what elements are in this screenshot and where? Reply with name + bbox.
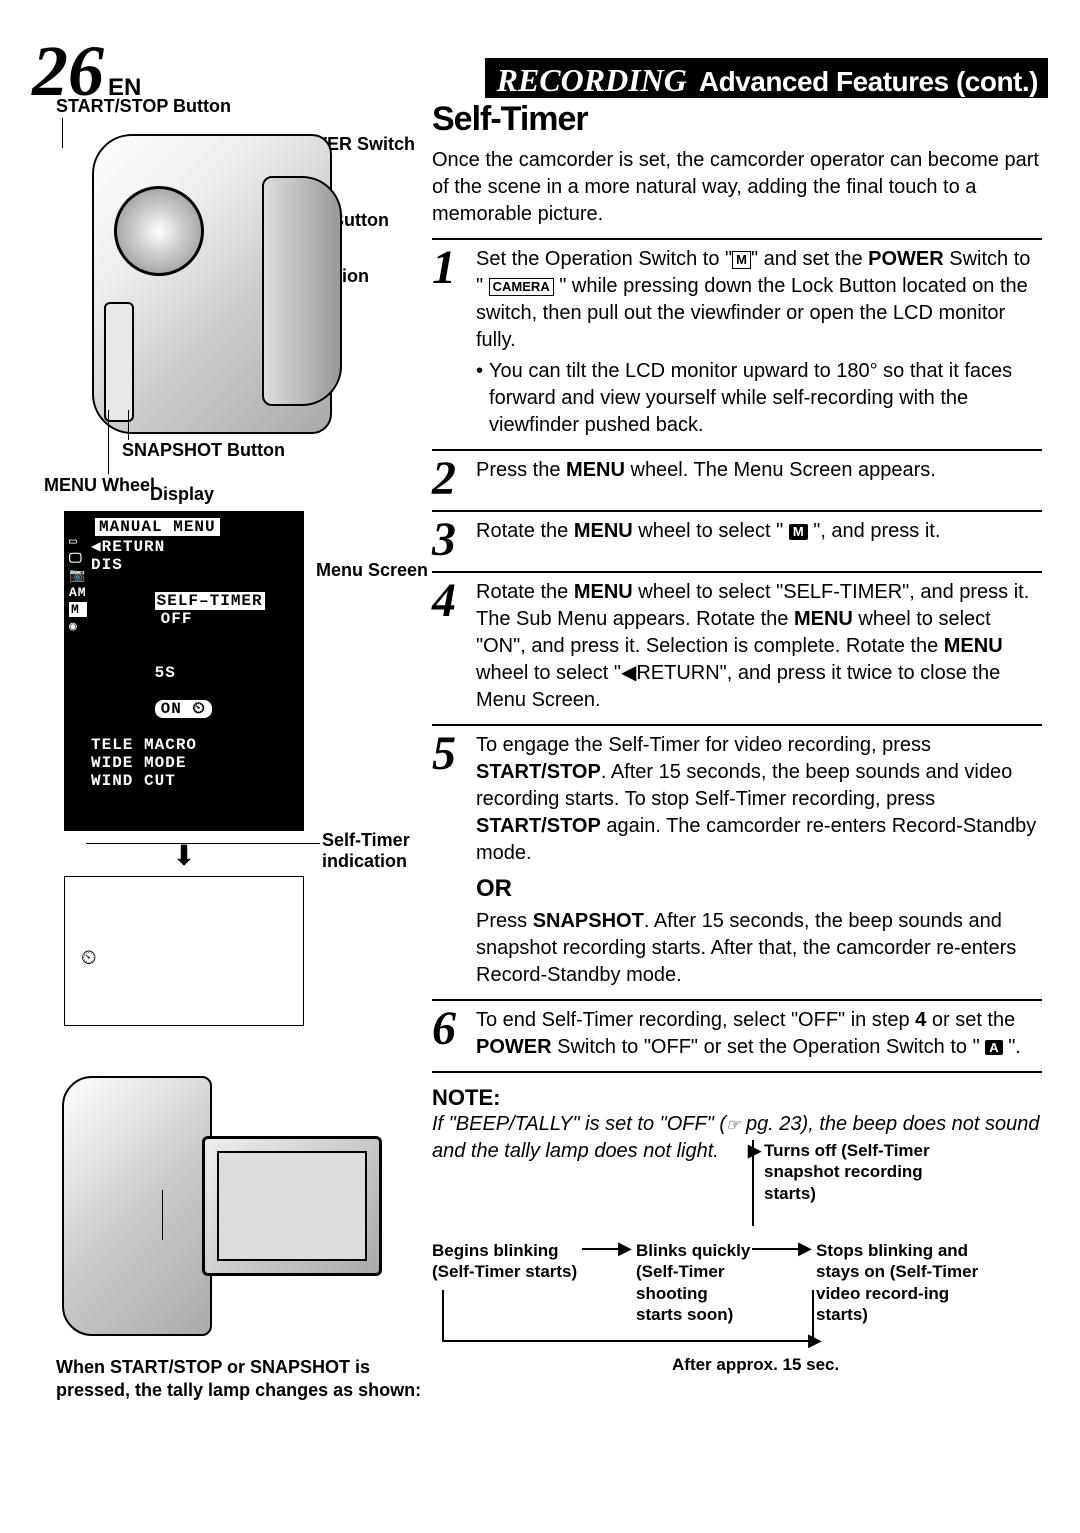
step6-c: or set the — [926, 1009, 1015, 1031]
camera-icon: CAMERA — [489, 278, 554, 296]
note-a: If "BEEP/TALLY" is set to "OFF" ( — [432, 1113, 726, 1135]
step6-d: POWER — [476, 1036, 552, 1058]
or-label: OR — [476, 873, 1042, 905]
menu-screen-label: Menu Screen — [316, 560, 428, 581]
menu-row-5s: 5S — [155, 664, 176, 682]
step-6-number: 6 — [432, 1007, 466, 1061]
step4-f: MENU — [944, 635, 1003, 657]
menu-row-dis: DIS — [71, 556, 297, 574]
bullet-dot: • — [476, 358, 483, 439]
menu-row-wind: WIND CUT — [71, 772, 297, 790]
step5-d: START/STOP — [476, 815, 601, 837]
label-menu-wheel: MENU Wheel — [44, 475, 155, 496]
step5or-a: Press — [476, 910, 533, 932]
intro-text: Once the camcorder is set, the camcorder… — [432, 147, 1042, 228]
page-header: 26EN RECORDING Advanced Features (cont.) — [32, 30, 1048, 94]
left-column: START/STOP Button POWER Switch Lock Butt… — [32, 100, 432, 1403]
step4-d: MENU — [794, 608, 853, 630]
section-title: Self-Timer — [432, 100, 1042, 139]
step6-a: To end Self-Timer recording, select "OFF… — [476, 1009, 915, 1031]
step2-c: wheel. The Menu Screen appears. — [625, 459, 936, 481]
menu-row-wide: WIDE MODE — [71, 754, 297, 772]
menu-m-icon: M — [789, 524, 808, 540]
tl-after: After approx. 15 sec. — [672, 1354, 839, 1375]
right-column: Self-Timer Once the camcorder is set, th… — [432, 100, 1042, 1165]
step-2-number: 2 — [432, 457, 466, 500]
tally-caption: When START/STOP or SNAPSHOT is pressed, … — [56, 1356, 432, 1403]
tl-begins: Begins blinking (Self-Timer starts) — [432, 1240, 582, 1283]
step-5: 5 To engage the Self-Timer for video rec… — [432, 732, 1042, 988]
tl-turns-off: ▶ Turns off (Self-Timer snapshot recordi… — [764, 1140, 934, 1204]
step1-bullet: You can tilt the LCD monitor upward to 1… — [489, 358, 1042, 439]
label-start-stop: START/STOP Button — [56, 96, 231, 117]
step-3-number: 3 — [432, 518, 466, 561]
step-1-number: 1 — [432, 246, 466, 439]
camera-diagram — [92, 134, 332, 434]
a-icon: A — [985, 1040, 1002, 1056]
note-label: NOTE: — [432, 1085, 1042, 1111]
m-icon: M — [732, 251, 751, 269]
step5-b: START/STOP — [476, 761, 601, 783]
label-snapshot: SNAPSHOT Button — [122, 440, 285, 461]
step2-a: Press the — [476, 459, 566, 481]
tl-stops: Stops blinking and stays on (Self-Timer … — [816, 1240, 986, 1325]
step1-a: Set the Operation Switch to " — [476, 248, 732, 270]
step1-e: " while pressing down the Lock Button lo… — [476, 275, 1028, 351]
step-5-number: 5 — [432, 732, 466, 988]
step4-g: wheel to select "◀RETURN", and press it … — [476, 662, 1000, 711]
tl-blinks: Blinks quickly (Self-Timer shooting star… — [636, 1240, 756, 1325]
menu-row-return: ◀RETURN — [71, 536, 297, 556]
step3-b: MENU — [574, 520, 633, 542]
step1-c: POWER — [868, 248, 944, 270]
hand-icon: ☞ — [726, 1117, 740, 1134]
menu-selftimer-off: OFF — [161, 610, 193, 628]
step2-b: MENU — [566, 459, 625, 481]
step-6: 6 To end Self-Timer recording, select "O… — [432, 1007, 1042, 1061]
blank-screen: ⏲ — [64, 876, 304, 1026]
step1-b: " and set the — [751, 248, 868, 270]
step5or-b: SNAPSHOT — [533, 910, 644, 932]
step-4-number: 4 — [432, 579, 466, 714]
note-text: If "BEEP/TALLY" is set to "OFF" (☞ pg. 2… — [432, 1111, 1042, 1165]
header-section-rest: Advanced Features (cont.) — [699, 66, 1038, 98]
step3-a: Rotate the — [476, 520, 574, 542]
step3-d: ", and press it. — [808, 520, 941, 542]
step5-a: To engage the Self-Timer for video recor… — [476, 734, 931, 756]
menu-side-icons: ▭🖵📷AMM◉ — [69, 534, 87, 634]
step-3: 3 Rotate the MENU wheel to select " M ",… — [432, 518, 1042, 561]
step-4: 4 Rotate the MENU wheel to select "SELF-… — [432, 579, 1042, 714]
step-1: 1 Set the Operation Switch to "M" and se… — [432, 246, 1042, 439]
step-2: 2 Press the MENU wheel. The Menu Screen … — [432, 457, 1042, 500]
menu-row-tele: TELE MACRO — [71, 736, 297, 754]
menu-row-selftimer: SELF–TIMER — [155, 592, 265, 610]
step6-b: 4 — [915, 1009, 926, 1031]
step6-e: Switch to "OFF" or set the Operation Swi… — [552, 1036, 986, 1058]
step6-f: ". — [1003, 1036, 1021, 1058]
menu-5s-on: ON ⏲ — [155, 700, 212, 718]
step4-a: Rotate the — [476, 581, 574, 603]
step4-b: MENU — [574, 581, 633, 603]
self-timer-icon: ⏲ — [81, 947, 97, 970]
header-section-italic: RECORDING — [485, 62, 687, 99]
self-timer-indication-label: Self-Timer indication — [322, 830, 422, 872]
step3-c: wheel to select " — [633, 520, 789, 542]
menu-header: MANUAL MENU — [95, 518, 220, 536]
camera-lcd-diagram — [62, 1076, 322, 1336]
menu-screen: ▭🖵📷AMM◉ MANUAL MENU ◀RETURN DIS SELF–TIM… — [64, 511, 304, 831]
header-bar: RECORDING Advanced Features (cont.) — [485, 58, 1048, 98]
